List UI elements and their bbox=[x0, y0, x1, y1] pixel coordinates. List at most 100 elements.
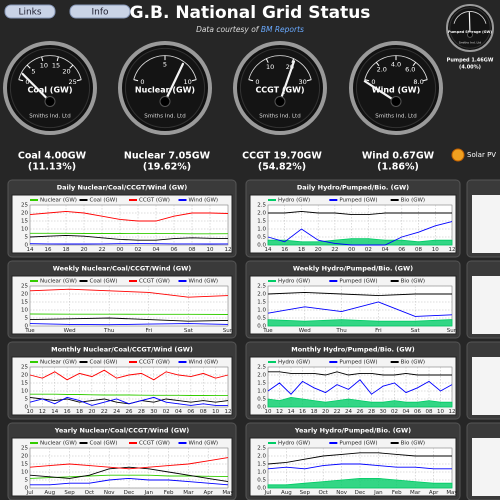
series-line bbox=[267, 301, 453, 317]
info-button[interactable] bbox=[69, 4, 131, 19]
legend-label: CCGT (GW) bbox=[139, 441, 170, 447]
series-line bbox=[29, 288, 229, 298]
gauge-tick bbox=[291, 58, 295, 63]
x-tick-label: Sun bbox=[223, 328, 234, 334]
y-tick-label: 0 bbox=[25, 405, 29, 411]
legend-label: Coal (GW) bbox=[90, 360, 118, 366]
x-tick-label: 10 bbox=[212, 409, 219, 415]
x-tick-label: Dec bbox=[355, 490, 366, 496]
y-tick-label: 0.5 bbox=[257, 316, 266, 322]
gauge-hub bbox=[44, 96, 56, 107]
gauge-share: (19.62%) bbox=[143, 162, 191, 173]
y-tick-label: 0 bbox=[25, 324, 29, 330]
legend-label: Wind (GW) bbox=[189, 198, 219, 204]
gauge-arc bbox=[248, 55, 312, 80]
series-area bbox=[267, 238, 453, 246]
credit-line: Data courtesy of BM Reports bbox=[196, 25, 304, 34]
x-tick-label: Fri bbox=[375, 328, 382, 334]
gauge-tick-label: 10 bbox=[266, 63, 274, 71]
credit-link[interactable]: BM Reports bbox=[261, 25, 304, 34]
x-tick-label: Aug bbox=[281, 490, 292, 496]
solar-label: Solar PV bbox=[467, 151, 496, 159]
series-line bbox=[267, 379, 453, 395]
x-tick-label: 18 bbox=[76, 409, 83, 415]
series-line bbox=[29, 210, 229, 222]
x-tick-label: 16 bbox=[299, 409, 306, 415]
x-tick-label: 12 bbox=[276, 409, 283, 415]
x-tick-label: Wed bbox=[64, 328, 76, 334]
y-tick-label: 1.5 bbox=[257, 462, 266, 468]
x-tick-label: 24 bbox=[113, 409, 120, 415]
x-tick-label: Jan bbox=[373, 490, 383, 496]
x-tick-label: Tue bbox=[262, 328, 273, 334]
solar-icon bbox=[451, 148, 465, 162]
series-line bbox=[29, 234, 229, 241]
series-line bbox=[29, 313, 229, 315]
gauge-maker: Smiths Ind. Ltd bbox=[259, 113, 300, 119]
x-tick-label: May bbox=[222, 490, 234, 496]
x-tick-label: 20 bbox=[322, 409, 329, 415]
x-tick-label: May bbox=[446, 490, 458, 496]
series-area bbox=[267, 478, 453, 489]
y-tick-label: 20 bbox=[21, 292, 28, 298]
legend-label: Pumped (GW) bbox=[339, 360, 377, 366]
gauge-needle bbox=[278, 60, 296, 103]
gauge-tick bbox=[422, 79, 428, 82]
x-tick-label: 10 bbox=[27, 409, 34, 415]
x-tick-label: 14 bbox=[51, 409, 58, 415]
y-tick-label: 15 bbox=[21, 219, 28, 225]
y-tick-label: 10 bbox=[21, 227, 28, 233]
x-tick-label: 18 bbox=[63, 247, 70, 253]
y-tick-label: 2.5 bbox=[257, 284, 266, 290]
legend-label: CCGT (GW) bbox=[139, 360, 170, 366]
gauge-reading: CCGT 19.70GW bbox=[242, 151, 322, 162]
gauge-share: (11.13%) bbox=[28, 162, 76, 173]
series-line bbox=[267, 452, 452, 465]
legend-label: CCGT (GW) bbox=[139, 279, 170, 285]
gauge-face bbox=[239, 47, 321, 129]
x-tick-label: Nov bbox=[336, 490, 347, 496]
x-tick-label: Sat bbox=[411, 328, 421, 334]
plot-area bbox=[472, 195, 500, 253]
gauge-arc bbox=[18, 55, 82, 80]
x-tick-label: 06 bbox=[398, 247, 405, 253]
y-tick-label: 1.0 bbox=[257, 389, 266, 395]
gauge-tick-label: 5 bbox=[163, 61, 167, 69]
x-tick-label: 14 bbox=[27, 247, 34, 253]
info-label[interactable]: Info bbox=[91, 8, 109, 18]
legend-label: Bio (GW) bbox=[401, 360, 425, 366]
gauge-tick bbox=[265, 58, 269, 63]
gauge-maker: Smiths Ind. Ltd bbox=[459, 40, 482, 44]
gauge-arc bbox=[453, 11, 487, 24]
x-tick-label: 04 bbox=[153, 247, 160, 253]
x-tick-label: 00 bbox=[348, 247, 355, 253]
y-tick-label: 15 bbox=[21, 462, 28, 468]
y-tick-label: 0.0 bbox=[257, 243, 266, 249]
y-tick-label: 20 bbox=[21, 373, 28, 379]
links-label[interactable]: Links bbox=[18, 8, 41, 18]
x-tick-label: 08 bbox=[415, 247, 422, 253]
x-tick-label: 28 bbox=[138, 409, 145, 415]
plot-area bbox=[472, 276, 500, 334]
gauge-tick-label: 5 bbox=[31, 67, 35, 75]
series-line bbox=[29, 369, 229, 381]
x-tick-label: Feb bbox=[392, 490, 402, 496]
links-button[interactable] bbox=[4, 4, 56, 19]
x-tick-label: 22 bbox=[101, 409, 108, 415]
x-tick-label: Sat bbox=[184, 328, 194, 334]
y-tick-label: 0.5 bbox=[257, 397, 266, 403]
x-tick-label: 02 bbox=[135, 247, 142, 253]
x-tick-label: 04 bbox=[382, 247, 389, 253]
legend-label: Bio (GW) bbox=[401, 198, 425, 204]
legend-label: Nuclear (GW) bbox=[40, 360, 77, 366]
x-tick-label: 26 bbox=[357, 409, 364, 415]
series-line bbox=[29, 317, 229, 322]
y-tick-label: 2.5 bbox=[257, 203, 266, 209]
plot-frame bbox=[29, 204, 229, 246]
gauge-tick bbox=[56, 56, 59, 62]
gauge-tick-label: 0 bbox=[371, 78, 375, 86]
x-tick-label: 24 bbox=[345, 409, 352, 415]
y-tick-label: 1.0 bbox=[257, 470, 266, 476]
gauge-tick bbox=[133, 79, 139, 82]
page-title: G.B. National Grid Status bbox=[130, 3, 371, 23]
